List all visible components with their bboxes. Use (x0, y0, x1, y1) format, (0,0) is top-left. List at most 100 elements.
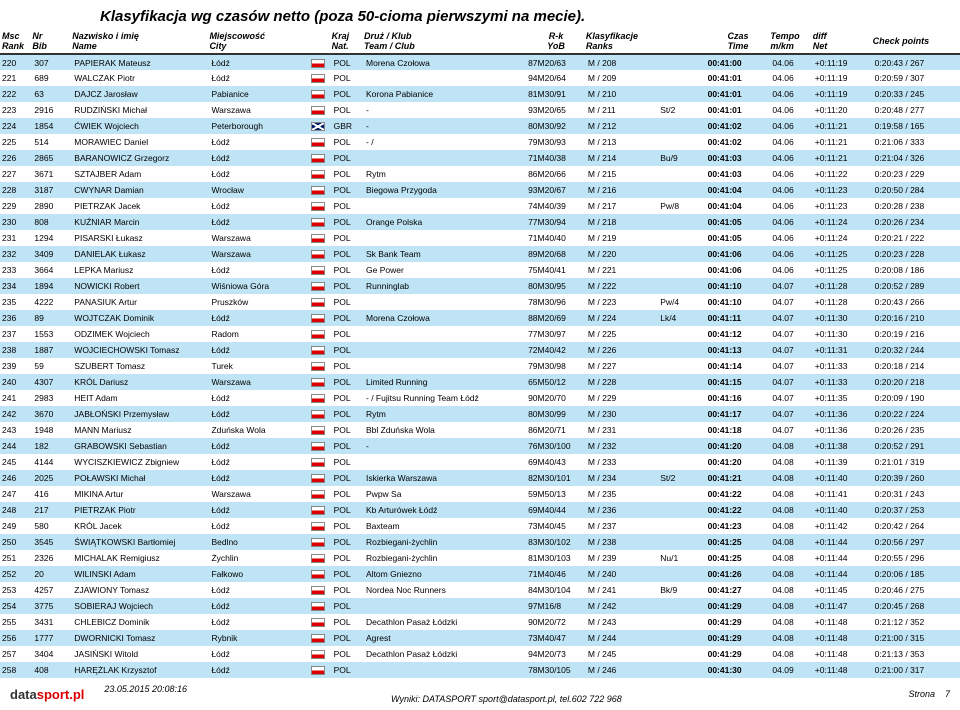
cell-ranks: M / 221 (586, 262, 658, 278)
cell-flag (309, 502, 331, 518)
cell-flag (309, 54, 331, 70)
cell-extra (658, 502, 705, 518)
cell-tempo: 04.08 (770, 502, 812, 518)
cell-ranks: M / 246 (586, 662, 658, 678)
cell-msc: 249 (0, 518, 32, 534)
cell-msc: 239 (0, 358, 32, 374)
table-row: 2553431CHLEBICZ DominikŁódźPOLDecathlon … (0, 614, 960, 630)
cell-rk: 80M30/92 (526, 118, 586, 134)
cell-flag (309, 86, 331, 102)
cell-diff: +0:11:48 (813, 614, 873, 630)
cell-diff: +0:11:21 (813, 150, 873, 166)
cell-flag (309, 246, 331, 262)
cell-cp: 0:21:00 / 315 (873, 630, 960, 646)
cell-nat: POL (332, 54, 364, 70)
table-row: 230808KUŹNIAR MarcinŁódźPOLOrange Polska… (0, 214, 960, 230)
cell-extra (658, 230, 705, 246)
cell-club: Nordea Noc Runners (364, 582, 526, 598)
cell-tempo: 04.07 (770, 406, 812, 422)
cell-tempo: 04.06 (770, 70, 812, 86)
cell-city: Turek (209, 358, 309, 374)
cell-rk: 69M40/43 (526, 454, 586, 470)
cell-flag (309, 598, 331, 614)
cell-ranks: M / 225 (586, 326, 658, 342)
table-row: 23689WOJTCZAK DominikŁódźPOLMorena Czoło… (0, 310, 960, 326)
cell-tempo: 04.07 (770, 374, 812, 390)
cell-tempo: 04.06 (770, 230, 812, 246)
cell-city: Łódź (209, 198, 309, 214)
cell-cp: 0:20:37 / 253 (873, 502, 960, 518)
cell-extra: Bk/9 (658, 582, 705, 598)
cell-cp: 0:20:20 / 218 (873, 374, 960, 390)
cell-nr: 2326 (32, 550, 72, 566)
cell-nr: 689 (32, 70, 72, 86)
cell-name: CWYNAR Damian (72, 182, 209, 198)
cell-nr: 4144 (32, 454, 72, 470)
cell-msc: 221 (0, 70, 32, 86)
cell-nat: POL (332, 470, 364, 486)
table-row: 2512326MICHALAK RemigiuszŻychlinPOLRozbi… (0, 550, 960, 566)
cell-extra (658, 374, 705, 390)
cell-nr: 1777 (32, 630, 72, 646)
cell-ranks: M / 215 (586, 166, 658, 182)
cell-city: Łódź (209, 502, 309, 518)
cell-ranks: M / 243 (586, 614, 658, 630)
cell-ranks: M / 232 (586, 438, 658, 454)
table-row: 2404307KRÓL DariuszWarszawaPOLLimited Ru… (0, 374, 960, 390)
cell-flag (309, 614, 331, 630)
cell-diff: +0:11:22 (813, 166, 873, 182)
cell-flag (309, 374, 331, 390)
cell-flag (309, 150, 331, 166)
cell-msc: 242 (0, 406, 32, 422)
cell-msc: 256 (0, 630, 32, 646)
cell-tempo: 04.06 (770, 54, 812, 70)
cell-cp: 0:20:26 / 234 (873, 214, 960, 230)
cell-city: Warszawa (209, 246, 309, 262)
cell-club: Sk Bank Team (364, 246, 526, 262)
cell-time: 00:41:26 (706, 566, 771, 582)
cell-msc: 238 (0, 342, 32, 358)
cell-club: Baxteam (364, 518, 526, 534)
cell-msc: 241 (0, 390, 32, 406)
cell-club (364, 662, 526, 678)
flag-icon (311, 634, 325, 643)
cell-nat: POL (332, 198, 364, 214)
cell-nr: 808 (32, 214, 72, 230)
cell-cp: 0:21:04 / 326 (873, 150, 960, 166)
cell-diff: +0:11:42 (813, 518, 873, 534)
cell-ranks: M / 239 (586, 550, 658, 566)
cell-club (364, 454, 526, 470)
cell-time: 00:41:03 (706, 166, 771, 182)
cell-rk: 65M50/12 (526, 374, 586, 390)
cell-city: Warszawa (209, 102, 309, 118)
table-row: 2412983HEIT AdamŁódźPOL- / Fujitsu Runni… (0, 390, 960, 406)
cell-cp: 0:20:19 / 216 (873, 326, 960, 342)
table-row: 221689WALCZAK PiotrŁódźPOL94M20/64M / 20… (0, 70, 960, 86)
cell-msc: 251 (0, 550, 32, 566)
cell-city: Rybnik (209, 630, 309, 646)
cell-cp: 0:19:58 / 165 (873, 118, 960, 134)
cell-time: 00:41:10 (706, 294, 771, 310)
cell-nat: POL (332, 150, 364, 166)
cell-extra (658, 262, 705, 278)
cell-city: Łódź (209, 54, 309, 70)
cell-rk: 72M40/42 (526, 342, 586, 358)
cell-rk: 83M30/102 (526, 534, 586, 550)
cell-city: Łódź (209, 70, 309, 86)
page-footer: datasport.pl 23.05.2015 20:08:16 Wyniki:… (0, 678, 960, 710)
cell-cp: 0:20:26 / 235 (873, 422, 960, 438)
flag-icon (311, 154, 325, 163)
flag-icon (311, 602, 325, 611)
cell-nat: POL (332, 662, 364, 678)
cell-name: BARANOWICZ Grzegorz (72, 150, 209, 166)
cell-cp: 0:20:08 / 186 (873, 262, 960, 278)
cell-msc: 253 (0, 582, 32, 598)
table-row: 2354222PANASIUK ArturPruszkówPOL78M30/96… (0, 294, 960, 310)
footer-credit: Wyniki: DATASPORT sport@datasport.pl, te… (104, 694, 908, 704)
cell-cp: 0:21:01 / 319 (873, 454, 960, 470)
cell-ranks: M / 245 (586, 646, 658, 662)
cell-ranks: M / 219 (586, 230, 658, 246)
cell-club (364, 230, 526, 246)
cell-nat: POL (332, 406, 364, 422)
cell-nat: POL (332, 70, 364, 86)
